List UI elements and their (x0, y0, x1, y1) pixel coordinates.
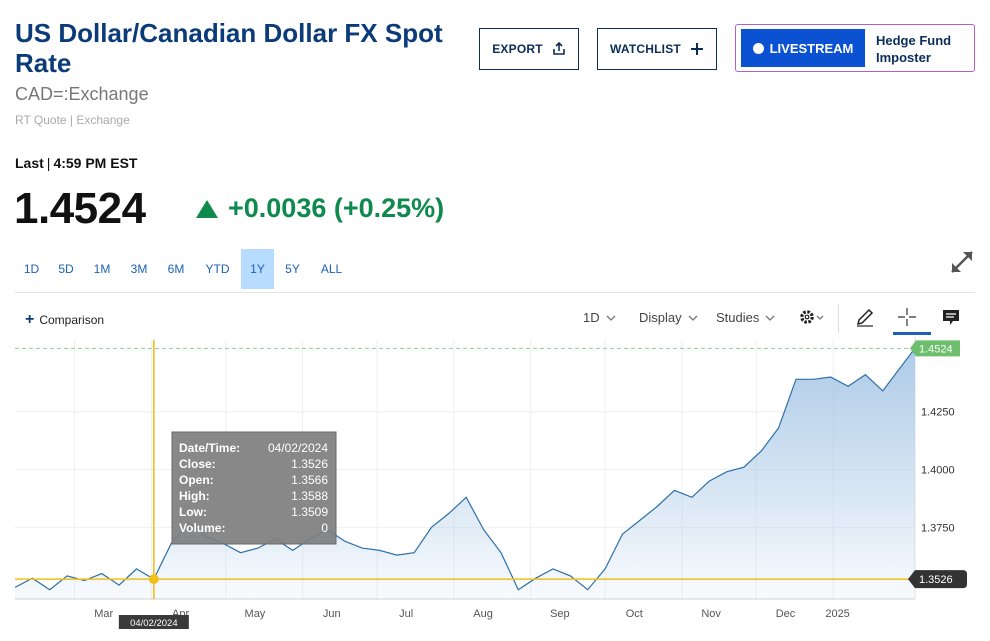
y-tick-label: 1.3750 (921, 522, 955, 534)
tooltip-label: High: (179, 489, 210, 503)
plus-icon: + (25, 311, 35, 328)
tooltip-label: Date/Time: (179, 441, 240, 455)
watchlist-label: WATCHLIST (610, 42, 681, 56)
range-tab-5y[interactable]: 5Y (285, 262, 300, 276)
x-tick-label: Dec (776, 608, 796, 620)
last-time: 4:59 PM EST (53, 155, 138, 171)
y-tick-label: 1.4250 (921, 407, 955, 419)
crosshair-active-indicator (893, 332, 931, 335)
price-change: +0.0036 (+0.25%) (196, 193, 444, 224)
studies-dropdown[interactable]: Studies (716, 310, 775, 325)
livestream-button[interactable]: LIVESTREAM (741, 29, 865, 67)
comparison-label: Comparison (39, 313, 105, 327)
crosshair-date-label: 04/02/2024 (130, 618, 178, 629)
range-tab-6m[interactable]: 6M (167, 262, 185, 276)
tooltip-label: Close: (179, 457, 216, 471)
share-icon (552, 42, 566, 56)
tooltip-label: Open: (179, 473, 214, 487)
studies-label: Studies (716, 310, 760, 325)
x-tick-label: Jul (399, 608, 413, 620)
range-tab-1m[interactable]: 1M (93, 262, 111, 276)
display-label: Display (639, 310, 682, 325)
y-tick-label: 1.4000 (921, 465, 955, 477)
last-price-badge-label: 1.4524 (919, 343, 953, 355)
livestream-label: LIVESTREAM (769, 40, 854, 56)
ohlc-tooltip (171, 431, 337, 545)
interval-label: 1D (583, 310, 600, 325)
price-area (15, 348, 915, 599)
range-tab-all[interactable]: ALL (320, 262, 343, 276)
x-tick-label: Aug (473, 608, 493, 620)
interval-dropdown[interactable]: 1D (583, 310, 616, 325)
range-tabs: 1D 5D 1M 3M 6M YTD 1Y 5Y ALL (15, 249, 352, 289)
range-tab-1d[interactable]: 1D (23, 262, 40, 276)
x-tick-label: Oct (626, 608, 643, 620)
page-title: US Dollar/Canadian Dollar FX Spot Rate (15, 18, 443, 78)
tooltip-value: 04/02/2024 (268, 441, 328, 455)
tooltip-value: 0 (321, 521, 328, 535)
crosshair-value-badge (908, 570, 967, 589)
separator: | (46, 155, 51, 171)
gear-icon[interactable] (797, 304, 829, 330)
range-tab-5d[interactable]: 5D (58, 262, 74, 276)
live-dot-icon (752, 42, 764, 54)
x-tick-label: Jun (323, 608, 341, 620)
expand-icon[interactable] (949, 249, 975, 275)
range-tab-ytd[interactable]: YTD (205, 262, 230, 276)
x-tick-label: Mar (94, 608, 113, 620)
tooltip-value: 1.3566 (291, 473, 328, 487)
x-tick-label: Sep (550, 608, 570, 620)
x-tick-label: 2025 (825, 608, 849, 620)
x-tick-label: Nov (701, 608, 721, 620)
tooltip-value: 1.3509 (291, 505, 328, 519)
comment-icon[interactable] (938, 304, 964, 330)
up-arrow-icon (196, 199, 218, 218)
pencil-icon[interactable] (852, 304, 878, 330)
crosshair-date-badge (118, 615, 189, 629)
chart-top-divider (15, 292, 975, 293)
last-price: 1.4524 (14, 184, 146, 233)
comparison-button[interactable]: + Comparison (25, 311, 105, 328)
watchlist-button[interactable]: WATCHLIST (597, 28, 717, 70)
range-tab-1y[interactable]: 1Y (241, 249, 274, 289)
export-button[interactable]: EXPORT (479, 28, 579, 70)
display-dropdown[interactable]: Display (639, 310, 698, 325)
plus-icon (690, 42, 704, 56)
quote-source: RT Quote | Exchange (15, 113, 130, 127)
change-value: +0.0036 (+0.25%) (228, 193, 445, 223)
crosshair-value-label: 1.3526 (919, 574, 953, 586)
toolbar-separator (838, 305, 839, 333)
tooltip-label: Low: (179, 505, 207, 519)
symbol-label: CAD=:Exchange (15, 84, 149, 104)
chevron-down-icon (765, 315, 775, 321)
range-tab-3m[interactable]: 3M (130, 262, 148, 276)
livestream-show-title[interactable]: Hedge Fund Imposter (876, 33, 952, 65)
tooltip-label: Volume: (179, 521, 225, 535)
crosshair-icon[interactable] (894, 304, 920, 330)
chevron-down-icon (606, 315, 616, 321)
tooltip-value: 1.3588 (291, 489, 328, 503)
last-label: Last (15, 155, 44, 171)
x-tick-label: May (245, 608, 266, 620)
last-price-badge (910, 340, 960, 357)
last-trade-line: Last | 4:59 PM EST (15, 155, 137, 171)
export-label: EXPORT (492, 42, 543, 56)
chevron-down-icon (688, 315, 698, 321)
crosshair-point (148, 574, 159, 585)
livestream-banner[interactable]: LIVESTREAM Hedge Fund Imposter (735, 24, 975, 72)
tooltip-value: 1.3526 (291, 457, 328, 471)
